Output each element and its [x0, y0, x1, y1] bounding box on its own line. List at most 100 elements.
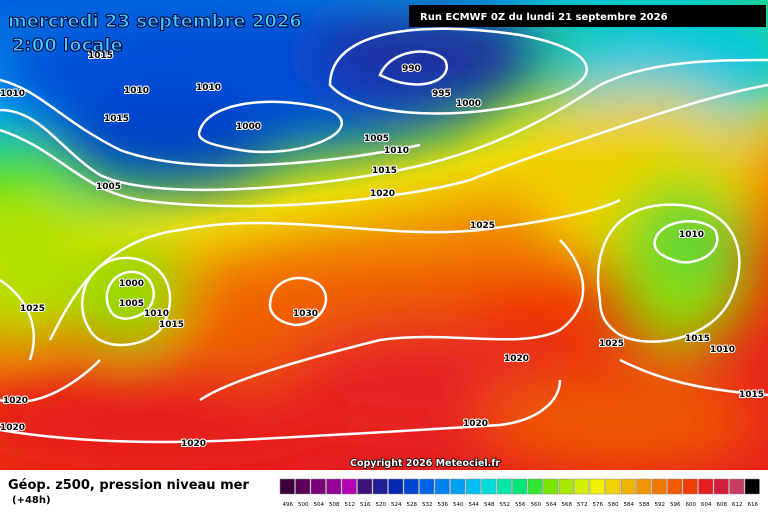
copyright: Copyright 2026 Meteociel.fr	[350, 458, 500, 469]
colorbar-swatch	[620, 478, 636, 495]
colorbar-swatch	[357, 478, 373, 495]
colorbar-swatch	[527, 478, 543, 495]
colorbar-swatch	[326, 478, 342, 495]
colorbar-label: 532	[422, 502, 433, 508]
colorbar-swatch	[481, 478, 497, 495]
colorbar-label: 512	[345, 502, 356, 508]
colorbar-swatch	[310, 478, 326, 495]
isobar-label: 1020	[3, 396, 28, 406]
isobar-label: 1015	[159, 320, 184, 330]
isobar-label: 1020	[181, 439, 206, 449]
colorbar-swatch	[403, 478, 419, 495]
isobar-label: 990	[402, 64, 421, 74]
colorbar-swatch	[698, 478, 714, 495]
colorbar-label: 596	[670, 502, 681, 508]
colorbar-label: 544	[469, 502, 480, 508]
isobar-label: 1020	[504, 354, 529, 364]
colorbar-label: 572	[577, 502, 588, 508]
isobar-label: 1030	[293, 309, 318, 319]
isobar-label: 1020	[463, 419, 488, 429]
colorbar-label: 524	[391, 502, 402, 508]
lead-time: (+48h)	[12, 495, 51, 506]
colorbar-swatch	[419, 478, 435, 495]
isobar-label: 1000	[119, 279, 144, 289]
colorbar-swatch	[651, 478, 667, 495]
colorbar-label: 536	[438, 502, 449, 508]
isobar-label: 1015	[739, 390, 764, 400]
isobar-label: 1025	[599, 339, 624, 349]
colorbar-label: 556	[515, 502, 526, 508]
colorbar-swatch	[682, 478, 698, 495]
colorbar-label: 528	[407, 502, 418, 508]
isobar-label: 1010	[679, 230, 704, 240]
colorbar-swatch	[667, 478, 683, 495]
colorbar-label: 500	[298, 502, 309, 508]
colorbar-swatch	[713, 478, 729, 495]
colorbar-label: 584	[624, 502, 635, 508]
colorbar-swatch	[434, 478, 450, 495]
colorbar-label: 496	[283, 502, 294, 508]
isobar-label: 1010	[0, 89, 25, 99]
isobar-label: 1015	[685, 334, 710, 344]
isobar-label: 1015	[88, 51, 113, 61]
date-title: mercredi 23 septembre 2026	[8, 11, 302, 32]
isobar-label: 1005	[364, 134, 389, 144]
colorbar-label: 560	[531, 502, 542, 508]
colorbar-swatch	[605, 478, 621, 495]
isobar-label: 1025	[470, 221, 495, 231]
isobars	[0, 27, 768, 444]
colorbar-label: 504	[314, 502, 325, 508]
run-box	[409, 5, 766, 27]
isobar-label: 995	[432, 89, 451, 99]
time-title: 2:00 locale	[12, 35, 123, 56]
isobar-label: 1005	[119, 299, 144, 309]
colorbar-label: 612	[732, 502, 743, 508]
colorbar-swatch	[496, 478, 512, 495]
colorbar-swatch	[372, 478, 388, 495]
colorbar-label: 520	[376, 502, 387, 508]
isobar-label: 1010	[196, 83, 221, 93]
colorbar-swatch	[574, 478, 590, 495]
colorbar-label: 516	[360, 502, 371, 508]
isobar-label: 1010	[710, 345, 735, 355]
colorbar-swatch	[729, 478, 745, 495]
isobar-label: 1020	[370, 189, 395, 199]
colorbar-label: 588	[639, 502, 650, 508]
colorbar-label: 608	[717, 502, 728, 508]
map-field	[0, 0, 768, 470]
colorbar-swatch	[450, 478, 466, 495]
colorbar-swatch	[589, 478, 605, 495]
colorbar-label: 552	[500, 502, 511, 508]
colorbar-swatch	[558, 478, 574, 495]
isobar-label: 1010	[124, 86, 149, 96]
colorbar-swatch	[543, 478, 559, 495]
colorbar-label: 508	[329, 502, 340, 508]
isobar-label: 1015	[104, 114, 129, 124]
colorbar-label: 568	[562, 502, 573, 508]
isobar-label: 1010	[384, 146, 409, 156]
run-info: Run ECMWF 0Z du lundi 21 septembre 2026	[420, 12, 668, 23]
colorbar-label: 604	[701, 502, 712, 508]
legend-title: Géop. z500, pression niveau mer	[8, 478, 249, 493]
colorbar-swatch	[636, 478, 652, 495]
colorbar-swatch	[388, 478, 404, 495]
isobar-label: 1000	[236, 122, 261, 132]
colorbar-swatch	[295, 478, 311, 495]
isobar-label: 1015	[372, 166, 397, 176]
colorbar-swatch	[279, 478, 295, 495]
colorbar: 496 500 504 508 512 516 520 524 528 532 536 540 544 5…	[279, 478, 760, 508]
isobar-label: 1005	[96, 182, 121, 192]
colorbar-swatch	[341, 478, 357, 495]
colorbar-label: 576	[593, 502, 604, 508]
isobar-label: 1025	[20, 304, 45, 314]
colorbar-label: 616	[748, 502, 759, 508]
colorbar-swatch	[744, 478, 760, 495]
colorbar-label: 540	[453, 502, 464, 508]
colorbar-swatch	[465, 478, 481, 495]
colorbar-label: 600	[686, 502, 697, 508]
colorbar-label: 548	[484, 502, 495, 508]
isobar-label: 1010	[144, 309, 169, 319]
isobar-label: 1020	[0, 423, 25, 433]
